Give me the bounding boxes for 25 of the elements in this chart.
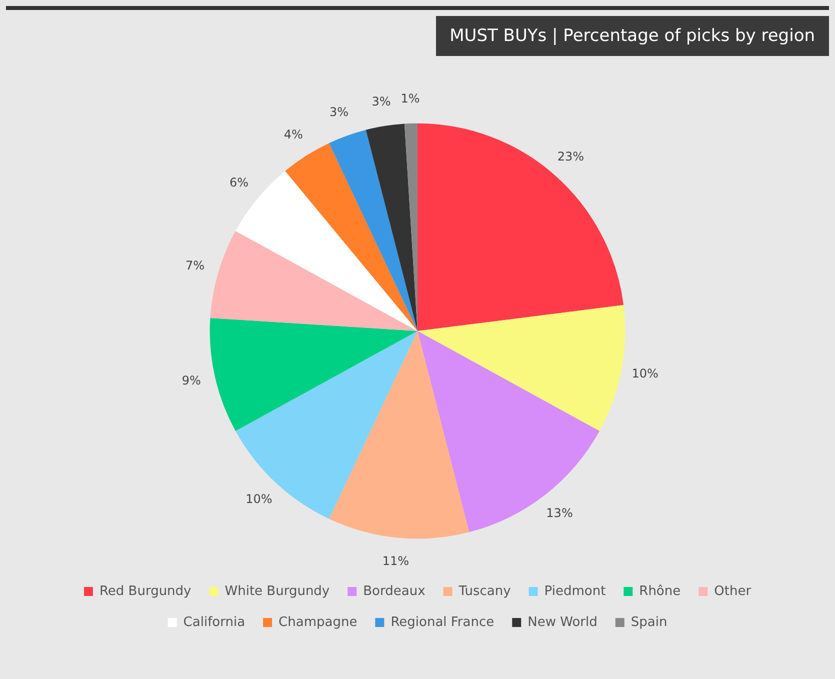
- legend-label: Rhône: [639, 584, 681, 599]
- data-label: 9%: [182, 374, 201, 388]
- data-label: 1%: [400, 92, 420, 106]
- chart-title: MUST BUYs | Percentage of picks by region: [436, 16, 829, 56]
- data-label: 10%: [632, 366, 658, 381]
- data-label: 11%: [382, 554, 410, 568]
- legend-label: Bordeaux: [363, 584, 426, 599]
- legend-label: Other: [714, 584, 752, 599]
- data-label: 13%: [546, 506, 573, 520]
- legend-label: New World: [528, 614, 598, 630]
- data-label: 23%: [557, 149, 584, 164]
- legend-label: California: [183, 614, 246, 630]
- legend-label: Champagne: [278, 614, 358, 630]
- legend-label: White Burgundy: [224, 584, 330, 599]
- data-label: 3%: [372, 94, 391, 108]
- data-label: 6%: [229, 175, 249, 190]
- data-label: 4%: [284, 128, 303, 142]
- legend-label: Tuscany: [458, 584, 512, 599]
- data-label: 3%: [330, 105, 349, 120]
- legend-label: Piedmont: [544, 584, 606, 599]
- legend-label: Spain: [630, 614, 668, 630]
- data-label: 7%: [185, 258, 205, 272]
- legend-label: Regional France: [390, 614, 494, 630]
- legend-label: Red Burgundy: [99, 584, 192, 599]
- data-label: 10%: [246, 492, 272, 506]
